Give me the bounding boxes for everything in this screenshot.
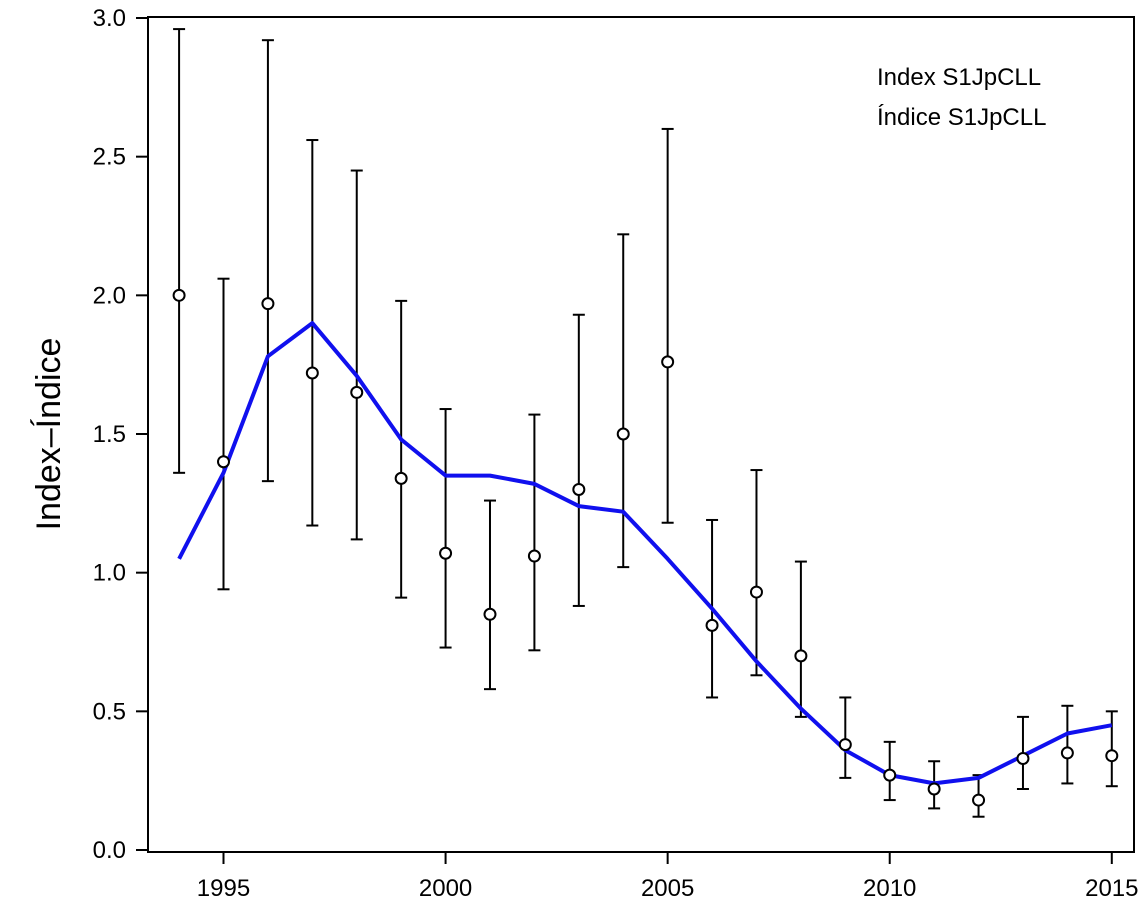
error-bar <box>350 169 363 541</box>
x-tick-label: 2005 <box>641 875 694 902</box>
y-tick-label: 3.0 <box>93 5 126 32</box>
data-point <box>705 618 719 632</box>
error-bar <box>483 499 496 691</box>
data-point <box>883 768 897 782</box>
y-tick-label: 1.0 <box>93 560 126 587</box>
y-tick-label: 0.5 <box>93 698 126 725</box>
data-point <box>616 427 630 441</box>
error-bar <box>750 469 763 677</box>
error-bar <box>794 560 807 718</box>
error-bar <box>839 696 852 779</box>
data-point <box>350 385 364 399</box>
legend-line-2: Índice S1JpCLL <box>877 104 1046 131</box>
error-bar <box>261 39 274 483</box>
legend-line-1: Index S1JpCLL <box>877 64 1041 91</box>
error-bar <box>661 127 674 524</box>
data-point <box>305 366 319 380</box>
data-point <box>927 782 941 796</box>
data-point <box>527 549 541 563</box>
data-point <box>483 607 497 621</box>
data-point <box>1105 749 1119 763</box>
y-tick-label: 2.5 <box>93 144 126 171</box>
x-tick-label: 2010 <box>863 875 916 902</box>
error-bar <box>439 408 452 649</box>
data-point <box>439 546 453 560</box>
data-points <box>172 288 1119 807</box>
x-tick-label: 1995 <box>197 875 250 902</box>
data-point <box>972 793 986 807</box>
error-bars <box>173 28 1118 818</box>
error-bar <box>217 277 230 591</box>
error-bar <box>395 299 408 599</box>
y-axis: 0.0 0.5 1.0 1.5 2.0 2.5 3.0 <box>93 5 148 864</box>
data-point <box>661 355 675 369</box>
data-point <box>217 455 231 469</box>
data-point <box>794 649 808 663</box>
error-bar <box>1061 704 1074 785</box>
error-bar <box>528 413 541 652</box>
error-bar <box>1105 710 1118 788</box>
x-tick-label: 2015 <box>1085 875 1138 902</box>
data-point <box>261 297 275 311</box>
error-bar <box>306 139 319 527</box>
data-point <box>838 738 852 752</box>
data-point <box>1016 751 1030 765</box>
data-point <box>572 482 586 496</box>
y-tick-label: 1.5 <box>93 421 126 448</box>
data-point <box>1060 746 1074 760</box>
x-axis: 1995 2000 2005 2010 2015 <box>197 852 1138 902</box>
plot-frame <box>147 16 1135 853</box>
error-bar <box>173 28 186 474</box>
data-point <box>394 471 408 485</box>
y-axis-title: Index–Índice <box>30 338 68 531</box>
data-point <box>749 585 763 599</box>
error-bar <box>572 313 585 607</box>
y-tick-label: 0.0 <box>93 837 126 864</box>
y-tick-label: 2.0 <box>93 282 126 309</box>
x-tick-label: 2000 <box>419 875 472 902</box>
fit-line <box>177 321 1113 786</box>
data-point <box>172 288 186 302</box>
